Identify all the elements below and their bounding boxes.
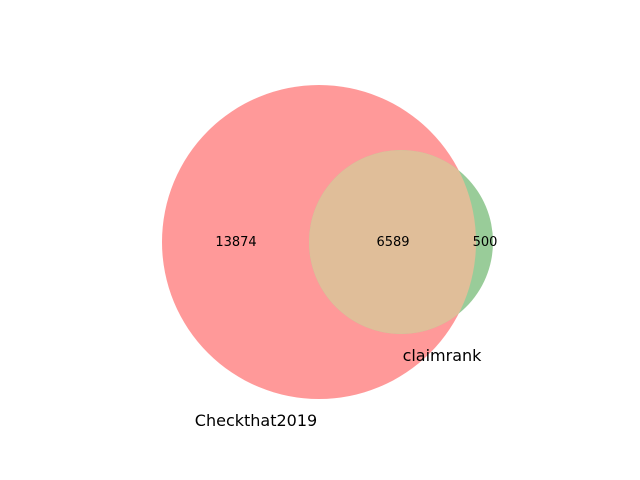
only-b-count: 500 [473,235,498,250]
set-a-label: Checkthat2019 [195,411,317,430]
intersection-count: 6589 [376,235,409,250]
intersection-region [309,150,476,334]
set-b-label: claimrank [403,346,483,365]
only-a-count: 13874 [215,235,256,250]
